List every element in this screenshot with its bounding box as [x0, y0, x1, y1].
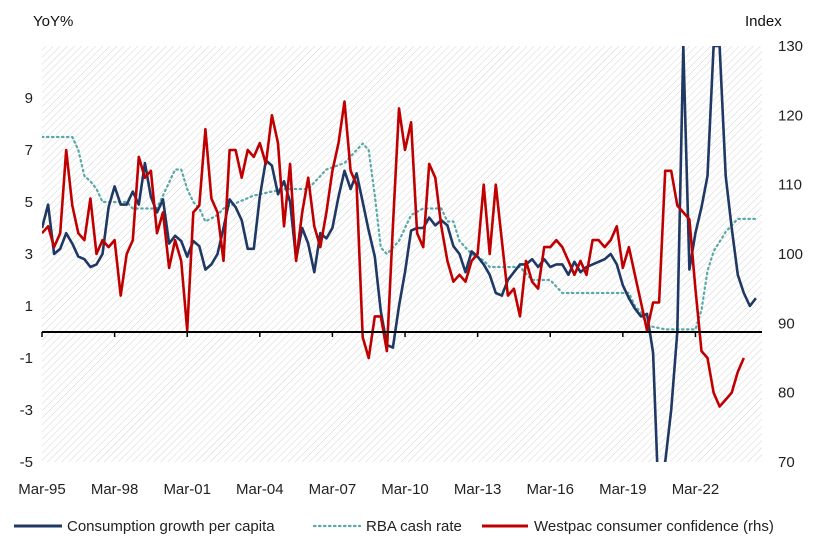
x-tick-label: Mar-22: [672, 481, 720, 498]
right-tick-label: 120: [778, 107, 803, 124]
left-tick-label: -5: [20, 454, 33, 471]
consumption-line: [42, 46, 757, 462]
x-tick-label: Mar-98: [91, 481, 139, 498]
plot-background: [42, 46, 762, 462]
right-tick-label: 80: [778, 385, 795, 402]
right-tick-label: 70: [778, 454, 795, 471]
x-tick-label: Mar-10: [381, 481, 429, 498]
x-tick-label: Mar-13: [454, 481, 502, 498]
right-tick-label: 90: [778, 315, 795, 332]
right-tick-label: 110: [778, 177, 802, 194]
right-tick-label: 100: [778, 246, 803, 263]
left-axis-tick-labels: 9 7 5 3 1 -1 -3 -5: [20, 90, 33, 471]
cash-rate-line: [42, 135, 757, 331]
legend-label-confidence: Westpac consumer confidence (rhs): [534, 518, 774, 535]
left-axis-unit-label: YoY%: [33, 13, 73, 30]
legend: Consumption growth per capita RBA cash r…: [14, 518, 774, 535]
right-axis-tick-labels: 130 120 110 100 90 80 70: [778, 38, 803, 471]
left-tick-label: 7: [25, 142, 33, 159]
series-layer: [42, 46, 757, 462]
left-tick-label: 1: [25, 298, 33, 315]
x-tick-label: Mar-01: [163, 481, 211, 498]
x-tick-label: Mar-04: [236, 481, 284, 498]
left-tick-label: 9: [25, 90, 33, 107]
x-tick-label: Mar-19: [599, 481, 647, 498]
legend-label-consumption: Consumption growth per capita: [67, 518, 275, 535]
legend-label-cash-rate: RBA cash rate: [366, 518, 462, 535]
left-tick-label: -1: [20, 350, 33, 367]
zero-axis: [41, 331, 762, 337]
left-tick-label: 5: [25, 194, 33, 211]
x-axis-tick-labels: Mar-95 Mar-98 Mar-01 Mar-04 Mar-07 Mar-10 Mar-…: [18, 481, 719, 498]
left-tick-label: -3: [20, 402, 33, 419]
x-tick-label: Mar-95: [18, 481, 66, 498]
x-tick-label: Mar-16: [526, 481, 574, 498]
right-axis-unit-label: Index: [745, 13, 782, 30]
x-tick-label: Mar-07: [309, 481, 357, 498]
left-tick-label: 3: [25, 246, 33, 263]
right-tick-label: 130: [778, 38, 803, 55]
confidence-line: [42, 100, 745, 408]
